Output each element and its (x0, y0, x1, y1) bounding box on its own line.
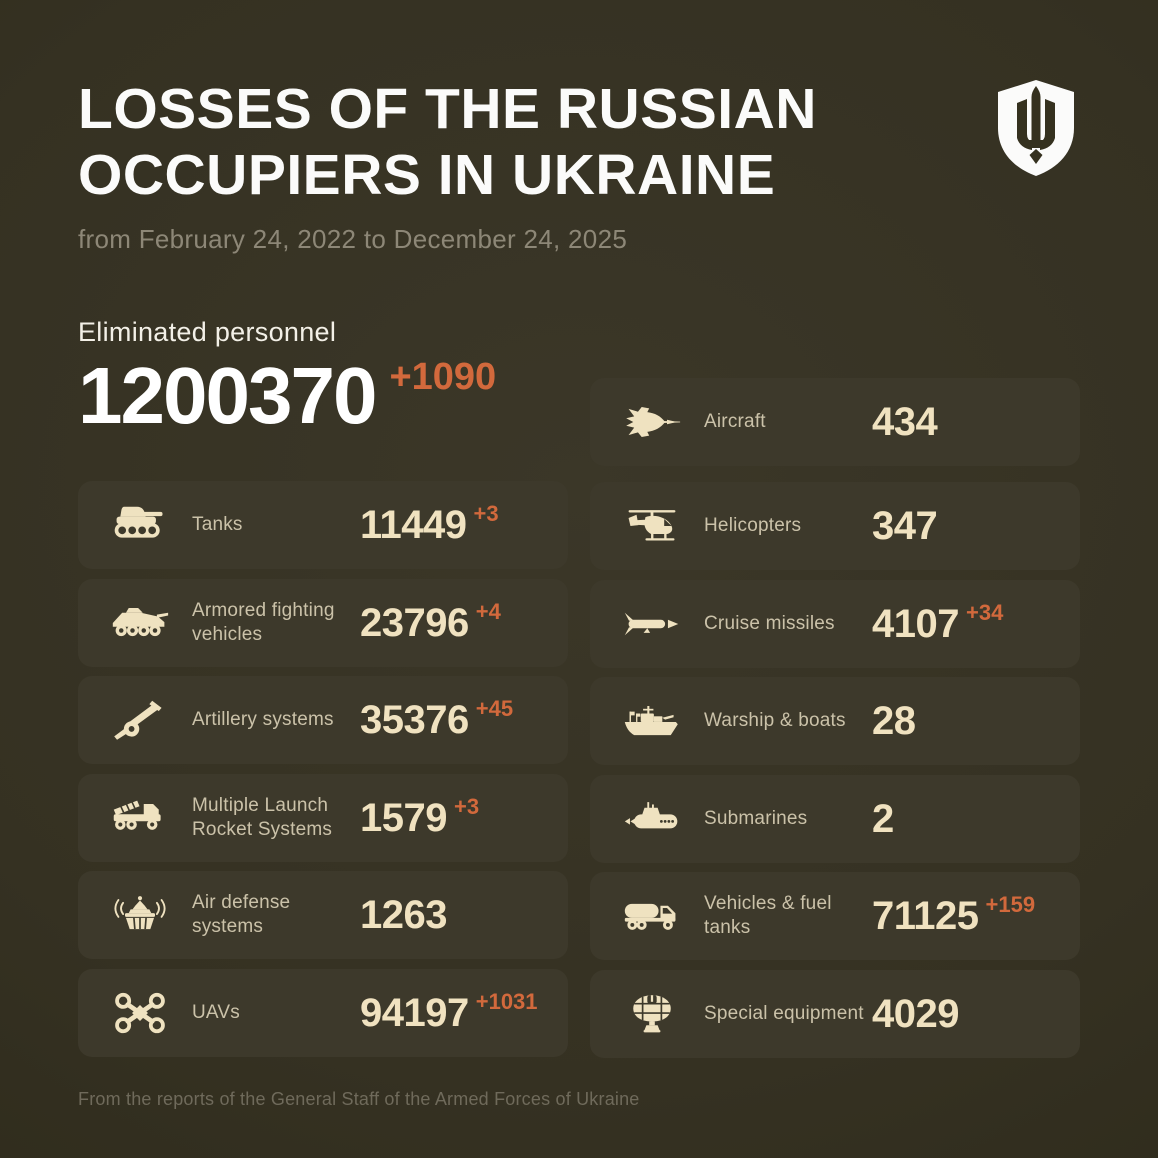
stat-card-warships: Warship & boats 28 (590, 677, 1080, 766)
uav-icon (104, 991, 176, 1035)
stat-delta: +1031 (475, 988, 538, 1014)
stat-card-tanks: Tanks 11449 +3 (78, 481, 568, 570)
stat-value: 4029 (872, 991, 959, 1036)
stat-label: Cruise missiles (704, 612, 835, 634)
stat-label: Aircraft (704, 411, 766, 433)
title-line-1: LOSSES OF THE RUSSIAN (78, 77, 817, 141)
stat-card-aircraft: Aircraft 434 (590, 378, 1080, 467)
eliminated-personnel-block: Eliminated personnel 1200370 +1090 (78, 317, 568, 436)
personnel-value-row: 1200370 +1090 (78, 356, 568, 436)
stat-label: Artillery systems (192, 709, 334, 731)
fighter-jet-icon (616, 400, 688, 444)
stat-card-vehicles: Vehicles & fuel tanks 71125 +159 (590, 872, 1080, 961)
stat-value: 35376 (360, 698, 469, 743)
apc-icon (104, 601, 176, 645)
stat-label: Tanks (192, 514, 243, 536)
stat-delta: +159 (985, 892, 1036, 918)
stat-label: Vehicles & fuel tanks (704, 893, 832, 939)
mlrs-icon (104, 796, 176, 840)
trident-shield-icon (998, 80, 1074, 176)
stat-label: Armored fighting vehicles (192, 599, 335, 645)
stat-card-helicopters: Helicopters 347 (590, 482, 1080, 571)
stat-label: Submarines (704, 807, 808, 829)
date-range: from February 24, 2022 to December 24, 2… (78, 224, 628, 255)
helicopter-icon (616, 504, 688, 548)
stat-card-armored-vehicles: Armored fighting vehicles 23796 +4 (78, 578, 568, 667)
stat-value: 434 (872, 400, 938, 445)
stat-delta: +34 (965, 599, 1004, 625)
air-defense-icon (104, 893, 176, 937)
stat-label: Air defense systems (192, 892, 291, 938)
stat-label: Warship & boats (704, 710, 846, 732)
fuel-truck-icon (616, 894, 688, 938)
special-equipment-icon (616, 992, 688, 1036)
stats-grid: Eliminated personnel 1200370 +1090 (78, 317, 1080, 1067)
submarine-icon (616, 797, 688, 841)
stat-value: 347 (872, 504, 938, 549)
stat-value: 23796 (360, 600, 469, 645)
left-column: Eliminated personnel 1200370 +1090 (78, 317, 568, 1067)
stat-label: Special equipment (704, 1002, 864, 1024)
stat-card-uavs: UAVs 94197 +1031 (78, 968, 568, 1057)
stat-label: UAVs (192, 1001, 240, 1023)
stat-delta: +3 (473, 501, 499, 527)
personnel-label: Eliminated personnel (78, 317, 337, 348)
ukraine-trident-logo (994, 78, 1078, 178)
tank-icon (104, 503, 176, 547)
stat-value: 1263 (360, 893, 447, 938)
stat-delta: +4 (475, 598, 501, 624)
stat-value: 1579 (360, 795, 447, 840)
warship-icon (616, 699, 688, 743)
title-line-2: OCCUPIERS IN UKRAINE (78, 143, 776, 208)
right-column: Aircraft 434 (590, 317, 1080, 1067)
stat-card-submarines: Submarines 2 (590, 774, 1080, 863)
stat-delta: +3 (453, 793, 480, 819)
source-note: From the reports of the General Staff of… (78, 1089, 640, 1110)
stat-value: 11449 (360, 503, 467, 548)
stat-card-mlrs: Multiple Launch Rocket Systems 1579 +3 (78, 773, 568, 862)
personnel-value: 1200370 (78, 351, 377, 441)
stat-card-cruise-missiles: Cruise missiles 4107 +34 (590, 579, 1080, 668)
stat-card-special-equipment: Special equipment 4029 (590, 969, 1080, 1058)
stat-value: 71125 (872, 894, 979, 939)
page-title: LOSSES OF THE RUSSIAN OCCUPIERS IN UKRAI… (78, 0, 1080, 208)
stat-value: 28 (872, 699, 916, 744)
stat-card-air-defense: Air defense systems 1263 (78, 871, 568, 960)
personnel-delta: +1090 (389, 356, 497, 399)
stat-value: 4107 (872, 601, 959, 646)
stat-label: Multiple Launch Rocket Systems (192, 794, 333, 840)
artillery-icon (104, 698, 176, 742)
stat-label: Helicopters (704, 515, 802, 537)
stat-delta: +45 (475, 696, 514, 722)
stat-value: 2 (872, 796, 894, 841)
stat-value: 94197 (360, 990, 469, 1035)
cruise-missile-icon (616, 602, 688, 646)
stat-card-artillery: Artillery systems 35376 +45 (78, 676, 568, 765)
